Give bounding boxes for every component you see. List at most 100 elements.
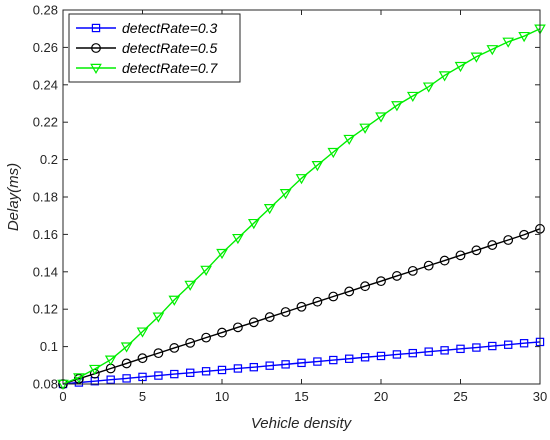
data-point (422, 82, 435, 93)
data-point (153, 348, 164, 359)
x-axis-label: Vehicle density (251, 415, 353, 432)
data-point (170, 369, 179, 379)
data-point (502, 37, 515, 48)
legend-item: detectRate=0.7 (76, 60, 219, 76)
y-tick-label: 0.1 (40, 339, 58, 354)
data-point (519, 339, 529, 348)
data-point (359, 123, 371, 134)
data-point (201, 332, 212, 343)
data-point (392, 271, 402, 281)
data-point (281, 360, 290, 369)
data-point (486, 45, 499, 56)
legend-item: detectRate=0.3 (76, 20, 218, 36)
data-point (106, 375, 115, 384)
y-tick-label: 0.2 (40, 152, 58, 167)
legend-label: detectRate=0.5 (122, 40, 218, 56)
data-point (169, 343, 180, 353)
y-tick-label: 0.18 (33, 190, 58, 205)
data-point (329, 355, 338, 365)
data-point (345, 354, 354, 363)
data-point (264, 312, 275, 322)
data-point (360, 281, 371, 292)
y-tick-label: 0.28 (33, 3, 58, 18)
y-tick-label: 0.16 (33, 227, 58, 242)
data-point (201, 367, 211, 376)
data-point (279, 189, 292, 200)
data-point (186, 368, 195, 377)
data-point (216, 248, 228, 260)
data-point (312, 296, 323, 307)
data-point (122, 374, 131, 383)
x-tick-label: 20 (374, 389, 388, 404)
legend-label: detectRate=0.3 (122, 20, 218, 36)
series-3 (57, 24, 546, 391)
data-point (472, 343, 481, 352)
data-point (327, 147, 340, 159)
y-axis-label: Delay(ms) (5, 163, 22, 231)
x-tick-label: 10 (215, 389, 229, 404)
legend-label: detectRate=0.7 (122, 60, 219, 76)
data-point (248, 317, 259, 328)
data-point (471, 245, 482, 256)
data-point (280, 307, 291, 317)
data-point (328, 291, 339, 302)
data-point (265, 361, 274, 370)
data-point (439, 255, 450, 266)
data-point (423, 260, 434, 271)
data-point (232, 322, 243, 333)
data-point (503, 235, 514, 245)
series-line (62, 228, 541, 385)
data-point (73, 373, 85, 384)
data-point (455, 250, 466, 261)
data-point (121, 358, 132, 369)
data-point (185, 337, 196, 348)
x-tick-label: 5 (139, 389, 146, 404)
data-point (438, 71, 451, 82)
data-point (406, 91, 419, 103)
legend-items: detectRate=0.3 detectRate=0.5 detectRate=0… (76, 20, 219, 76)
legend-item: detectRate=0.5 (76, 40, 218, 56)
data-point (247, 218, 260, 230)
data-point (391, 101, 403, 112)
data-point (408, 348, 418, 358)
series-line (62, 341, 541, 385)
legend-marker (91, 23, 101, 33)
data-point (344, 286, 355, 297)
y-tick-label: 0.22 (33, 115, 58, 130)
data-point (392, 350, 402, 359)
data-point (360, 353, 370, 362)
data-point (297, 358, 306, 368)
legend: detectRate=0.3 detectRate=0.5 detectRate=0… (68, 13, 241, 83)
data-point (456, 344, 465, 354)
data-point (152, 312, 165, 323)
y-tick-label: 0.24 (33, 77, 58, 92)
data-point (519, 229, 529, 240)
tick-layer: 0 5 10 15 20 25 30 0.08 0.1 0.12 0.14 0.16 0.18 0.2 0.… (33, 3, 548, 405)
data-point (217, 327, 227, 338)
y-tick-label: 0.26 (33, 40, 58, 55)
y-tick-label: 0.12 (33, 302, 58, 317)
data-point (263, 204, 276, 215)
data-point (504, 340, 513, 349)
data-point (217, 365, 227, 375)
data-point (249, 362, 258, 372)
data-point (440, 346, 449, 355)
data-point (407, 265, 418, 276)
series-line (62, 28, 541, 385)
legend-marker (91, 43, 101, 53)
data-point (88, 364, 101, 376)
data-point (184, 280, 197, 291)
legend-marker (90, 63, 102, 75)
data-point (120, 342, 133, 353)
data-point (470, 52, 483, 63)
data-point (313, 357, 322, 366)
series-layer (57, 24, 546, 391)
data-point (376, 276, 386, 287)
data-point (295, 174, 308, 185)
y-tick-label: 0.14 (33, 264, 58, 279)
data-point (154, 371, 163, 380)
data-point (343, 134, 356, 146)
x-tick-label: 30 (533, 389, 547, 404)
